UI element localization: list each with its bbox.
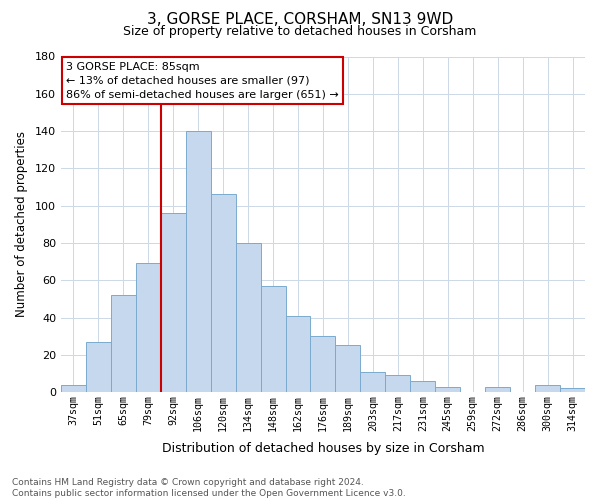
Bar [560,388,585,392]
Y-axis label: Number of detached properties: Number of detached properties [15,132,28,318]
Bar [161,213,186,392]
Text: 3, GORSE PLACE, CORSHAM, SN13 9WD: 3, GORSE PLACE, CORSHAM, SN13 9WD [147,12,453,28]
Bar [335,346,361,392]
Bar [236,243,260,392]
Bar [286,316,310,392]
Bar [111,295,136,392]
Bar [410,381,435,392]
Bar [310,336,335,392]
Bar [361,372,385,392]
Bar [86,342,111,392]
Bar [385,376,410,392]
Text: Size of property relative to detached houses in Corsham: Size of property relative to detached ho… [124,25,476,38]
Bar [136,264,161,392]
Bar [485,386,510,392]
Text: 3 GORSE PLACE: 85sqm
← 13% of detached houses are smaller (97)
86% of semi-detac: 3 GORSE PLACE: 85sqm ← 13% of detached h… [66,62,339,100]
Bar [260,286,286,392]
Bar [186,131,211,392]
Bar [535,384,560,392]
Bar [435,386,460,392]
Text: Contains HM Land Registry data © Crown copyright and database right 2024.
Contai: Contains HM Land Registry data © Crown c… [12,478,406,498]
Bar [211,194,236,392]
Bar [61,384,86,392]
X-axis label: Distribution of detached houses by size in Corsham: Distribution of detached houses by size … [161,442,484,455]
